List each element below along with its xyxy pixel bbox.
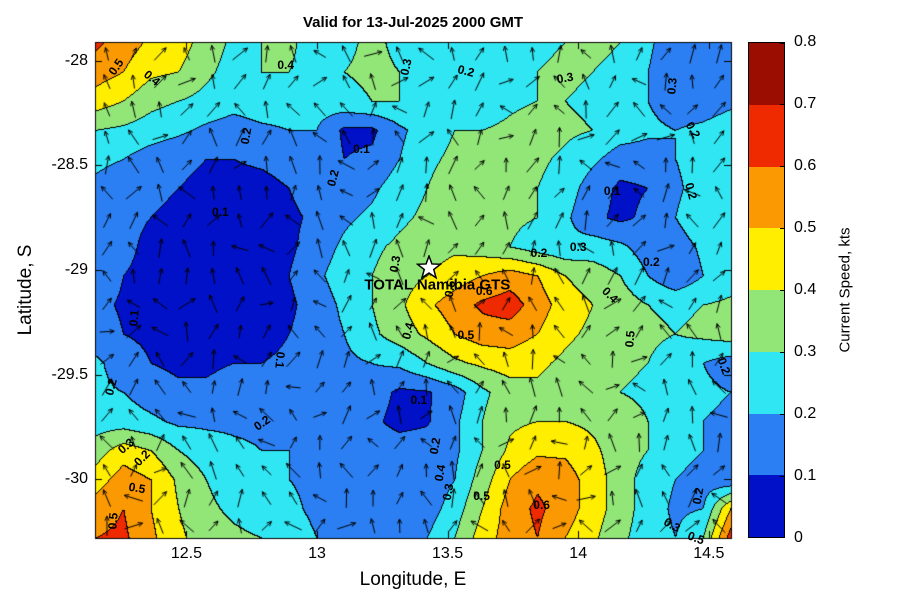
colorbar-tick-mark: [780, 228, 785, 229]
y-tick-label: -29.5: [51, 365, 88, 383]
colorbar-tick-label: 0.5: [794, 219, 817, 236]
x-axis-label: Longitude, E: [359, 569, 467, 590]
colorbar-tick-label: 0.8: [794, 33, 817, 50]
colorbar-tick-label: 0: [794, 529, 803, 546]
colorbar-band: [749, 43, 784, 105]
x-tick-label: 13.5: [432, 545, 464, 562]
colorbar-tick-mark: [780, 104, 785, 105]
colorbar-tick-mark: [780, 476, 785, 477]
y-tick-label: -30: [64, 470, 88, 488]
plot-title: Valid for 13-Jul-2025 2000 GMT: [302, 14, 524, 31]
colorbar-band: [749, 475, 784, 537]
y-tick-label: -29: [64, 261, 88, 279]
colorbar-tick-mark: [780, 290, 785, 291]
colorbar-tick-mark: [780, 352, 785, 353]
colorbar-tick-label: 0.3: [794, 343, 817, 360]
colorbar-tick-label: 0.6: [794, 157, 817, 174]
station-label: TOTAL Namibia GTS: [364, 276, 511, 294]
colorbar-tick-mark: [780, 166, 785, 167]
y-axis-label: Latitude, S: [15, 244, 36, 336]
colorbar-band: [749, 166, 784, 229]
colorbar: [748, 42, 785, 538]
colorbar-band: [749, 228, 784, 290]
colorbar-tick-label: 0.1: [794, 467, 817, 484]
colorbar-band: [749, 104, 784, 167]
colorbar-tick-label: 0.7: [794, 95, 817, 112]
colorbar-band: [749, 413, 784, 476]
y-tick-label: -28.5: [51, 156, 88, 174]
colorbar-label: Current Speed, kts: [836, 227, 854, 353]
colorbar-band: [749, 351, 784, 414]
x-tick-label: 13: [308, 545, 326, 562]
colorbar-tick-mark: [780, 414, 785, 415]
y-tick-label: -28: [64, 51, 88, 69]
colorbar-tick-label: 0.2: [794, 405, 817, 422]
x-tick-label: 14: [569, 545, 588, 562]
colorbar-tick-mark: [780, 537, 785, 538]
colorbar-band: [749, 290, 784, 352]
x-tick-label: 14.5: [693, 545, 725, 562]
colorbar-tick-mark: [780, 43, 785, 44]
colorbar-tick-label: 0.4: [794, 281, 817, 298]
x-tick-label: 12.5: [170, 545, 202, 562]
